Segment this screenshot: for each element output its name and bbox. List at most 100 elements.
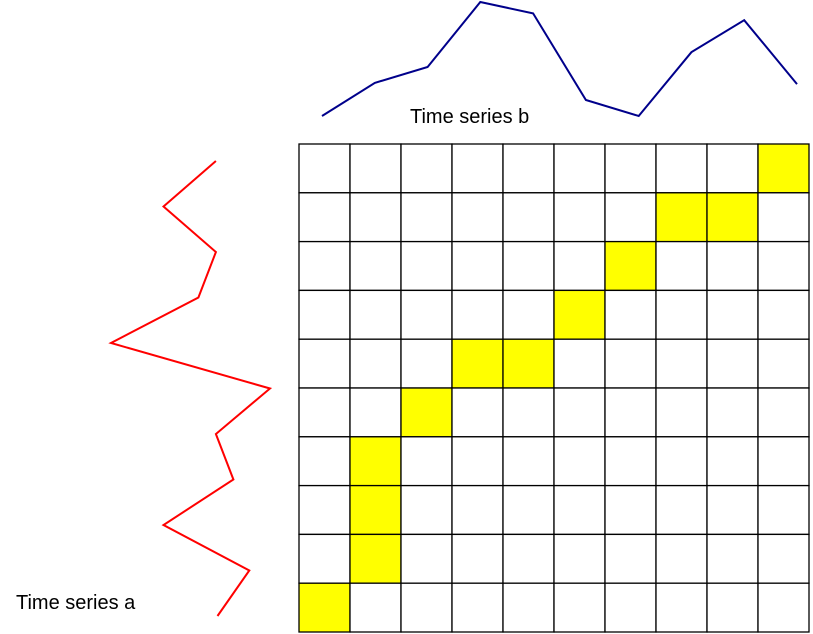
grid-cell	[400, 582, 453, 633]
grid-cell	[655, 240, 708, 292]
grid-cell	[553, 436, 606, 487]
grid-cell	[298, 240, 351, 292]
grid-cell	[757, 289, 810, 340]
grid-cell	[298, 484, 351, 536]
grid-cell	[298, 436, 351, 487]
grid-cell	[655, 289, 708, 340]
grid-cell	[553, 387, 606, 438]
grid-cell	[400, 240, 453, 292]
time-series-b-line	[321, 0, 798, 118]
grid-cell	[400, 192, 453, 243]
grid-cell	[706, 484, 759, 536]
grid-cell	[706, 338, 759, 389]
grid-cell	[604, 436, 657, 487]
grid-cell	[604, 192, 657, 243]
grid-cell	[706, 436, 759, 487]
warping-path-cell	[553, 289, 606, 340]
grid-cell	[757, 484, 810, 536]
grid-cell	[757, 436, 810, 487]
grid-cell	[706, 387, 759, 438]
warping-path-cell	[400, 387, 453, 438]
grid-cell	[757, 240, 810, 292]
alignment-grid	[298, 143, 810, 633]
grid-cell	[553, 192, 606, 243]
grid-cell	[502, 240, 555, 292]
grid-cell	[655, 484, 708, 536]
grid-cell	[451, 143, 504, 194]
warping-path-cell	[349, 436, 402, 487]
grid-cell	[604, 387, 657, 438]
grid-cell	[400, 289, 453, 340]
grid-cell	[349, 143, 402, 194]
grid-cell	[502, 484, 555, 536]
grid-cell	[757, 387, 810, 438]
grid-cell	[502, 436, 555, 487]
warping-path-cell	[349, 484, 402, 536]
grid-cell	[502, 192, 555, 243]
grid-cell	[451, 387, 504, 438]
grid-cell	[400, 338, 453, 389]
grid-cell	[553, 533, 606, 584]
grid-cell	[655, 387, 708, 438]
grid-cell	[502, 143, 555, 194]
grid-cell	[553, 143, 606, 194]
grid-cell	[604, 289, 657, 340]
grid-cell	[553, 484, 606, 536]
time-series-a-label: Time series a	[16, 592, 136, 614]
grid-cell	[655, 533, 708, 584]
grid-cell	[451, 484, 504, 536]
grid-cell	[400, 484, 453, 536]
grid-cell	[502, 533, 555, 584]
grid-cell	[604, 533, 657, 584]
grid-cell	[757, 338, 810, 389]
grid-cell	[604, 143, 657, 194]
grid-cell	[706, 143, 759, 194]
warping-path-cell	[757, 143, 810, 194]
grid-cell	[706, 582, 759, 633]
time-series-a-line	[108, 160, 273, 617]
grid-cell	[502, 582, 555, 633]
warping-path-cell	[451, 338, 504, 389]
grid-cell	[451, 582, 504, 633]
grid-cell	[298, 289, 351, 340]
time-series-b-label: Time series b	[410, 106, 530, 128]
grid-cell	[757, 582, 810, 633]
grid-cell	[706, 533, 759, 584]
grid-cell	[349, 338, 402, 389]
grid-cell	[451, 289, 504, 340]
grid-cell	[553, 338, 606, 389]
grid-cell	[400, 436, 453, 487]
grid-cell	[706, 289, 759, 340]
grid-cell	[655, 338, 708, 389]
grid-cell	[298, 192, 351, 243]
grid-cell	[298, 143, 351, 194]
warping-path-cell	[655, 192, 708, 243]
grid-cell	[349, 192, 402, 243]
grid-cell	[655, 143, 708, 194]
grid-cell	[655, 582, 708, 633]
grid-cell	[298, 338, 351, 389]
warping-path-cell	[706, 192, 759, 243]
grid-cell	[451, 533, 504, 584]
grid-cell	[604, 484, 657, 536]
grid-cell	[757, 192, 810, 243]
grid-cell	[400, 533, 453, 584]
grid-cell	[451, 436, 504, 487]
warping-path-cell	[604, 240, 657, 292]
grid-cell	[349, 387, 402, 438]
warping-path-cell	[298, 582, 351, 633]
grid-cell	[400, 143, 453, 194]
grid-cell	[349, 289, 402, 340]
warping-path-cell	[349, 533, 402, 584]
grid-cell	[757, 533, 810, 584]
grid-cell	[553, 240, 606, 292]
grid-cell	[502, 289, 555, 340]
grid-cell	[706, 240, 759, 292]
grid-cell	[502, 387, 555, 438]
grid-cell	[553, 582, 606, 633]
grid-cell	[298, 387, 351, 438]
grid-cell	[451, 192, 504, 243]
grid-cell	[604, 338, 657, 389]
grid-cell	[298, 533, 351, 584]
